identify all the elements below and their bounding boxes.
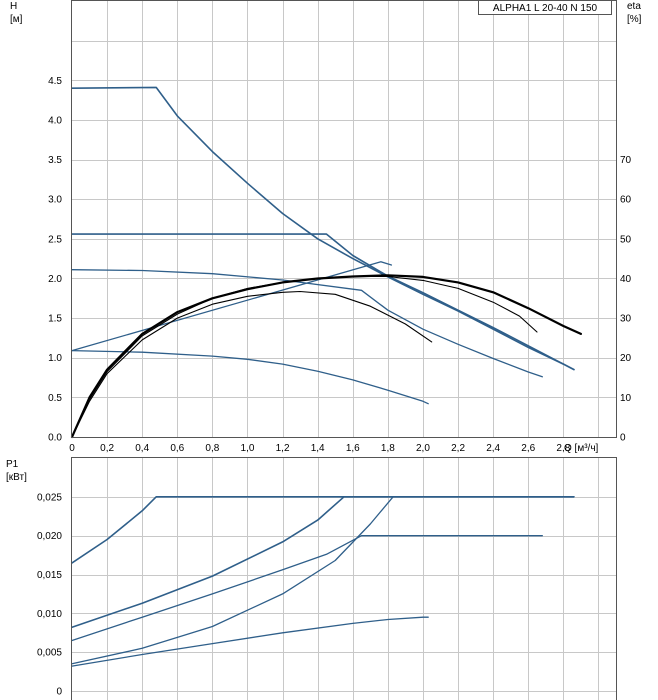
power-chart: P1 [кВт] 0 0,005 0,010 0,015 0,020 0,025 — [6, 457, 617, 700]
head-curves — [70, 86, 582, 439]
head-efficiency-chart: H [м] eta [%] 0 0,2 0,4 0,6 0,8 1,0 1,2 1,4 1,6 1… — [10, 0, 642, 454]
legend-frame — [478, 0, 612, 15]
efficiency-curve-5 — [70, 274, 582, 439]
eta-tick-labels: 0 10 20 30 40 50 60 70 — [620, 155, 632, 443]
y-tick-label-8: 4.0 — [48, 115, 62, 126]
x-tick-label-7: 1,4 — [311, 443, 325, 454]
eta-tick-label-6: 60 — [620, 195, 632, 206]
head-axis-title-line1: H — [10, 1, 17, 12]
y-tick-label-1: 0.5 — [48, 393, 62, 404]
y-tick-labels: 0.0 0.5 1.0 1.5 2.0 2.5 3.0 3.5 4.0 4.5 — [48, 76, 62, 444]
power-axis-title-line2: [кВт] — [6, 472, 27, 483]
power-grid — [72, 458, 616, 700]
power-curve-3 — [71, 535, 543, 642]
x-tick-label-0: 0 — [69, 443, 75, 454]
eta-tick-label-1: 10 — [620, 393, 632, 404]
power-tick-label-3: 0,015 — [37, 570, 62, 581]
y-tick-label-7: 3.5 — [48, 155, 62, 166]
eta-tick-label-7: 70 — [620, 155, 632, 166]
eta-axis-title-line1: eta — [627, 1, 641, 12]
head-curve-4 — [71, 261, 393, 352]
power-curves — [71, 496, 575, 667]
x-tick-label-4: 0,8 — [205, 443, 219, 454]
y-tick-label-2: 1.0 — [48, 353, 62, 364]
power-tick-label-1: 0,005 — [37, 648, 62, 659]
x-tick-label-13: 2,6 — [521, 443, 535, 454]
power-curve-4 — [71, 616, 429, 667]
x-tick-label-6: 1,2 — [276, 443, 290, 454]
y-tick-label-0: 0.0 — [48, 433, 62, 444]
eta-tick-label-0: 0 — [620, 433, 626, 444]
head-curve-3 — [71, 349, 429, 405]
power-curve-1 — [71, 496, 575, 629]
x-tick-label-10: 2,0 — [416, 443, 430, 454]
eta-tick-label-3: 30 — [620, 314, 632, 325]
x-tick-label-1: 0,2 — [100, 443, 114, 454]
legend-box: ALPHA1 L 20-40 N 150 — [478, 0, 612, 15]
x-axis-title: Q [м³/ч] — [564, 443, 599, 454]
head-curve-1 — [71, 233, 575, 371]
x-tick-label-2: 0,4 — [135, 443, 149, 454]
y-tick-label-6: 3.0 — [48, 195, 62, 206]
power-axis-title-line1: P1 — [6, 459, 19, 470]
power-tick-label-0: 0 — [56, 687, 62, 698]
power-plot-frame — [71, 457, 617, 700]
head-plot-frame — [71, 0, 617, 438]
eta-tick-label-2: 20 — [620, 353, 632, 364]
efficiency-curve-6 — [71, 275, 538, 438]
x-tick-label-8: 1,6 — [346, 443, 360, 454]
power-tick-label-2: 0,010 — [37, 609, 62, 620]
y-tick-label-4: 2.0 — [48, 274, 62, 285]
eta-tick-label-5: 50 — [620, 234, 632, 245]
head-axis-title-line2: [м] — [10, 14, 23, 25]
y-tick-label-5: 2.5 — [48, 234, 62, 245]
x-tick-labels: 0 0,2 0,4 0,6 0,8 1,0 1,2 1,4 1,6 1,8 2,0 2,2 2,4 2,6… — [69, 443, 598, 454]
efficiency-curve-7 — [71, 290, 433, 438]
power-curve-2 — [71, 496, 575, 665]
x-tick-label-11: 2,2 — [451, 443, 465, 454]
x-tick-label-3: 0,6 — [170, 443, 184, 454]
y-tick-label-9: 4.5 — [48, 76, 62, 87]
power-curve-0 — [71, 496, 575, 564]
x-tick-label-5: 1,0 — [241, 443, 255, 454]
x-tick-label-9: 1,8 — [381, 443, 395, 454]
legend-label: ALPHA1 L 20-40 N 150 — [493, 3, 598, 14]
head-curve-2 — [71, 269, 543, 378]
head-curve-0 — [71, 86, 575, 371]
eta-axis-title-line2: [%] — [627, 14, 642, 25]
head-grid — [72, 1, 616, 438]
x-tick-label-12: 2,4 — [486, 443, 500, 454]
power-tick-label-4: 0,020 — [37, 531, 62, 542]
x-tick-label-14: 2,8 — [556, 443, 570, 454]
y-tick-label-3: 1.5 — [48, 314, 62, 325]
eta-tick-label-4: 40 — [620, 274, 632, 285]
power-tick-label-5: 0,025 — [37, 492, 62, 503]
power-tick-labels: 0 0,005 0,010 0,015 0,020 0,025 — [37, 492, 62, 697]
